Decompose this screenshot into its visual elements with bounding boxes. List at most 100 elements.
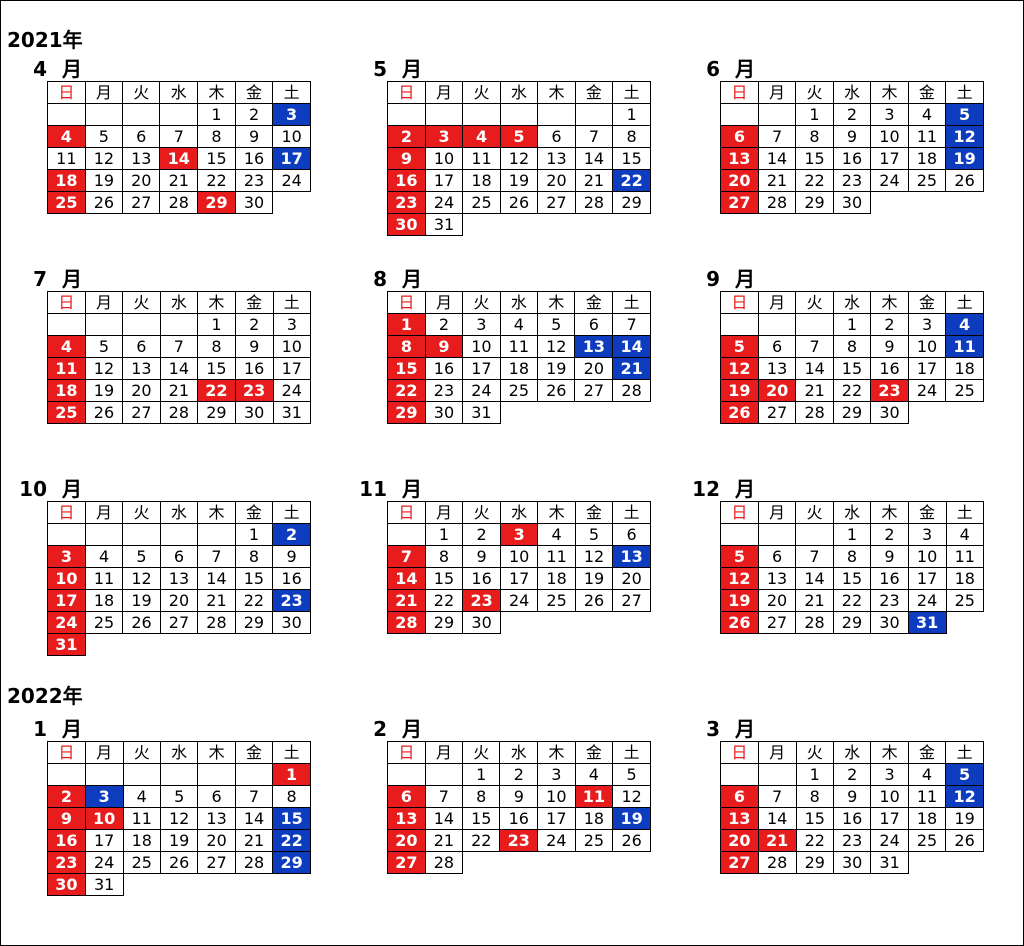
day-cell: 14 [795, 357, 834, 380]
month-grid: 日月火水木金土 1 2 3 4 5 6 7 8 9 10 11 12 13 14 15 16 17 18 19 20 21… [387, 741, 651, 874]
weekday-header: 日 [47, 81, 86, 104]
day-cell: 8 [612, 125, 651, 148]
week-row: 4 5 6 7 8 9 10 [47, 125, 311, 148]
day-cell: 24 [84, 851, 124, 874]
day-cell: 17 [84, 829, 124, 852]
day-cell: 6 [574, 313, 614, 336]
week-row: 27 28 29 30 [720, 191, 984, 214]
day-cell: 5 [945, 763, 984, 786]
month-grid: 日月火水木金土 1 2 3 4 5 6 7 8 9 10 11 12 13 14 15 16 17 18 19 20 21… [720, 741, 984, 874]
day-cell: 16 [234, 147, 274, 170]
empty-cell [387, 523, 426, 546]
blank-cell [575, 214, 612, 236]
day-cell: 15 [234, 567, 274, 590]
week-row: 19 20 21 22 23 24 25 [720, 379, 984, 402]
day-cell: 12 [612, 785, 651, 808]
month-number: 11 [359, 477, 387, 501]
day-cell: 8 [197, 335, 236, 358]
day-cell: 20 [122, 169, 161, 192]
blank-cell [500, 612, 537, 634]
day-cell: 1 [197, 103, 236, 126]
weekday-header: 木 [537, 741, 576, 764]
day-cell: 9 [870, 335, 909, 358]
week-row: 22 23 24 25 26 27 28 [387, 379, 651, 402]
day-cell: 12 [84, 147, 124, 170]
day-cell: 16 [424, 357, 464, 380]
day-cell: 25 [122, 851, 161, 874]
day-cell: 18 [499, 357, 539, 380]
weekday-header: 金 [574, 291, 614, 314]
day-cell: 17 [47, 589, 86, 612]
empty-cell [197, 523, 236, 546]
day-cell: 5 [945, 103, 984, 126]
weekday-header: 水 [159, 501, 199, 524]
day-cell: 3 [537, 763, 576, 786]
weekday-header-row: 日月火水木金土 [47, 81, 311, 104]
day-cell: 26 [612, 829, 651, 852]
day-cell: 22 [462, 829, 501, 852]
day-cell: 1 [272, 763, 311, 786]
blank-cell [463, 214, 500, 236]
day-cell: 2 [832, 103, 872, 126]
day-cell: 2 [870, 313, 909, 336]
day-cell: 4 [462, 125, 501, 148]
weekday-header: 土 [945, 741, 984, 764]
empty-cell [387, 763, 426, 786]
day-cell: 29 [234, 611, 274, 634]
weekday-header: 日 [47, 291, 86, 314]
day-cell: 26 [720, 401, 759, 424]
blank-cell [613, 214, 651, 236]
weekday-header: 土 [945, 81, 984, 104]
day-cell: 21 [757, 169, 797, 192]
day-cell: 19 [720, 589, 759, 612]
day-cell: 2 [870, 523, 909, 546]
day-cell: 8 [424, 545, 464, 568]
blank-cell [160, 874, 197, 896]
day-cell: 27 [159, 611, 199, 634]
day-cell: 12 [537, 335, 576, 358]
month-grid: 日月火水木金土 1 2 3 4 5 6 7 8 9 10 11 12 13 14 15 16 17 18 19 20 21… [47, 291, 312, 424]
weekday-header-row: 日月火水木金土 [387, 81, 651, 104]
weekday-header: 火 [462, 291, 501, 314]
empty-cell [387, 103, 426, 126]
week-row: 8 9 10 11 12 13 14 [387, 335, 651, 358]
day-cell: 18 [47, 379, 86, 402]
day-cell: 3 [272, 313, 312, 336]
weekday-header-row: 日月火水木金土 [47, 501, 311, 524]
day-cell: 27 [537, 191, 576, 214]
day-cell: 19 [122, 589, 161, 612]
day-cell: 15 [197, 357, 236, 380]
blank-cell [500, 214, 537, 236]
day-cell: 18 [907, 147, 947, 170]
week-row: 18 19 20 21 22 23 24 [47, 169, 311, 192]
day-cell: 28 [757, 191, 797, 214]
weekday-header: 月 [84, 291, 124, 314]
blank-cell [613, 612, 651, 634]
week-row: 1 [387, 103, 651, 126]
day-cell: 10 [462, 335, 501, 358]
day-cell: 1 [234, 523, 274, 546]
day-cell: 22 [795, 169, 834, 192]
day-cell: 2 [47, 785, 86, 808]
day-cell: 30 [234, 401, 274, 424]
weekday-header: 金 [234, 741, 274, 764]
day-cell: 10 [47, 567, 86, 590]
month-suffix: 月 [735, 267, 755, 291]
day-cell: 12 [159, 807, 199, 830]
weekday-header: 月 [757, 81, 797, 104]
day-cell: 12 [720, 357, 759, 380]
week-row: 5 6 7 8 9 10 11 [720, 335, 984, 358]
day-cell: 17 [462, 357, 501, 380]
month-number: 4 [33, 57, 47, 81]
day-cell: 28 [159, 401, 199, 424]
week-row: 27 28 [387, 851, 651, 874]
day-cell: 28 [159, 191, 199, 214]
day-cell: 29 [832, 611, 872, 634]
week-row: 25 26 27 28 29 30 [47, 191, 311, 214]
